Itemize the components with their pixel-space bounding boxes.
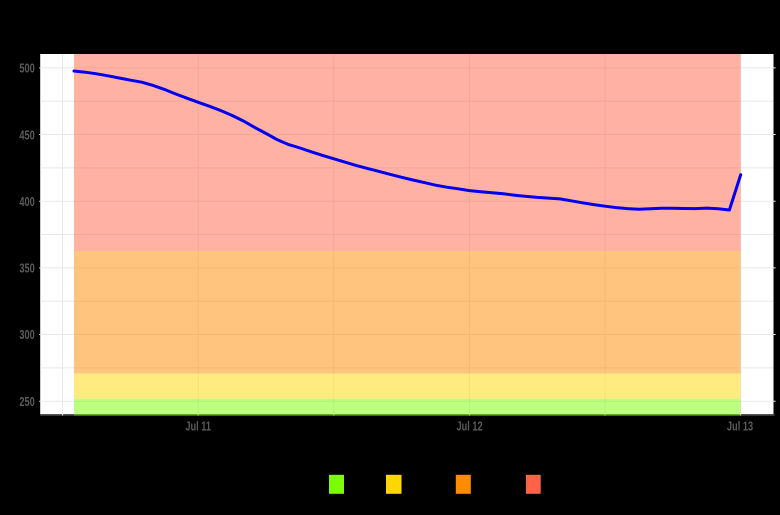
svg-text:500: 500 — [19, 62, 34, 76]
svg-text:350: 350 — [19, 262, 34, 276]
svg-text:400: 400 — [19, 196, 34, 210]
svg-text:Jul 13: Jul 13 — [727, 420, 753, 434]
svg-text:Jul 12: Jul 12 — [457, 420, 483, 434]
svg-text:300: 300 — [19, 329, 34, 343]
svg-text:250: 250 — [19, 396, 34, 410]
svg-text:450: 450 — [19, 129, 34, 143]
svg-text:Jul 11: Jul 11 — [185, 420, 211, 434]
